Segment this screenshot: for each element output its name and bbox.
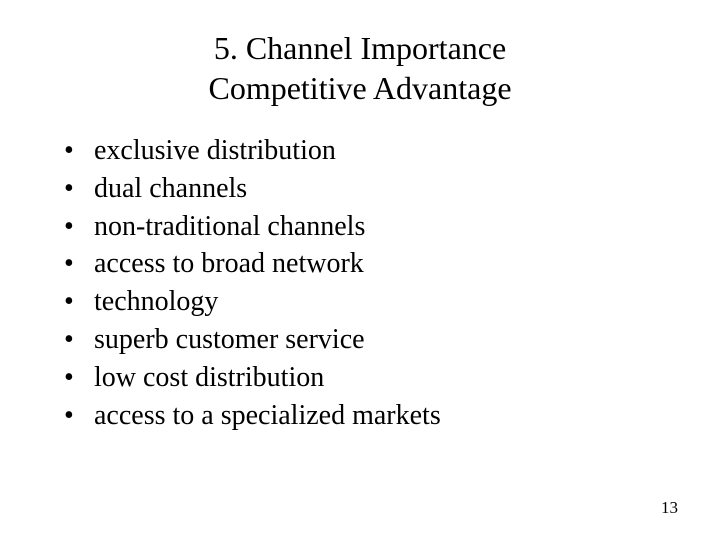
bullet-list: exclusive distribution dual channels non… (50, 132, 670, 434)
list-item: low cost distribution (64, 359, 670, 397)
list-item: access to broad network (64, 245, 670, 283)
title-line-2: Competitive Advantage (110, 68, 610, 108)
list-item: dual channels (64, 170, 670, 208)
bullet-text: technology (94, 286, 218, 317)
bullet-text: superb customer service (94, 324, 365, 355)
list-item: non-traditional channels (64, 208, 670, 246)
list-item: superb customer service (64, 321, 670, 359)
list-item: technology (64, 283, 670, 321)
bullet-text: low cost distribution (94, 362, 324, 393)
slide-container: 5. Channel Importance Competitive Advant… (0, 0, 720, 540)
bullet-text: access to a specialized markets (94, 400, 441, 431)
slide-title: 5. Channel Importance Competitive Advant… (50, 28, 670, 108)
page-number: 13 (661, 498, 678, 518)
bullet-text: exclusive distribution (94, 135, 336, 166)
list-item: exclusive distribution (64, 132, 670, 170)
bullet-text: access to broad network (94, 248, 364, 279)
title-line-1: 5. Channel Importance (110, 28, 610, 68)
list-item: access to a specialized markets (64, 397, 670, 435)
bullet-text: non-traditional channels (94, 211, 365, 242)
bullet-text: dual channels (94, 173, 247, 204)
